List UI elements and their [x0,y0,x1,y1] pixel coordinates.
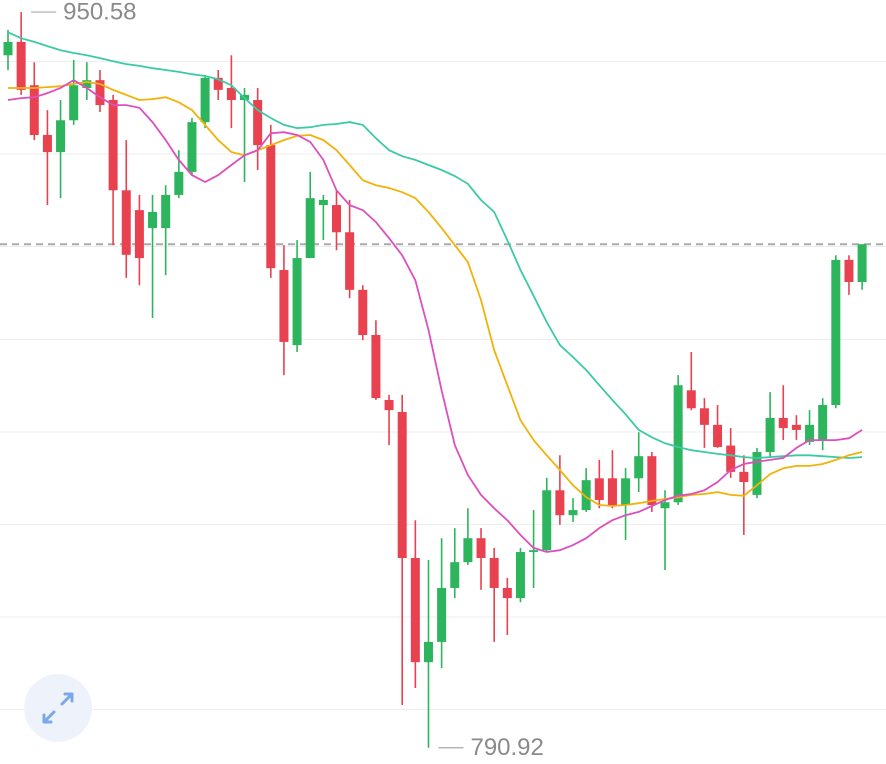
candle-body [647,456,657,506]
candle-body [476,538,486,559]
candle-body [397,411,407,559]
candle-body [634,456,644,479]
candle-body [594,478,604,500]
candle-body [318,199,328,206]
candle-body [29,85,39,136]
candle-body [621,478,631,506]
candle-body [778,417,788,429]
candle-body [699,408,709,425]
candle-body [581,480,591,511]
candle-body [226,88,236,100]
candle-body [660,502,670,509]
candle-body [765,417,775,453]
candle-body [463,538,473,563]
candle-body [844,259,854,283]
candle-body [371,334,381,399]
candle-body [568,510,578,516]
candle-body [305,198,315,259]
candle-body [16,41,26,90]
candle-body [200,77,210,123]
high-label: 950.58 [63,0,136,25]
candle-body [502,587,512,599]
candle-body [818,405,828,441]
candle-body [529,550,539,553]
candle-body [121,190,131,255]
candle-body [108,99,118,191]
candle-body [791,424,801,430]
candle-body [831,259,841,406]
candle-body [857,244,867,283]
candle-body [174,171,184,195]
moving-average-line [7,31,863,459]
candle-body [161,194,171,229]
candle-body [279,270,289,342]
candle-body [410,558,420,663]
candle-body [542,490,552,551]
candle-body [95,80,105,106]
candle-body [358,289,368,335]
candle-body [739,471,749,482]
expand-button[interactable] [24,674,92,742]
candle-body [292,258,302,346]
candle-body [148,211,158,229]
candle-body [134,210,144,259]
candle-body [686,390,696,409]
candle-body [42,135,52,153]
moving-average-line [7,79,863,553]
candle-body [266,145,276,269]
candle-body [437,587,447,642]
candle-body [489,558,499,588]
candle-body [187,122,197,172]
moving-average-line [8,81,863,507]
candle-body [450,562,460,588]
candle-body [3,41,13,56]
candle-body [332,205,341,233]
candle-body [607,478,617,506]
candle-body [805,424,815,442]
candle-body [213,77,223,90]
low-label: 790.92 [470,734,543,761]
candle-body [673,385,683,503]
candle-body [713,424,723,447]
candle-body [253,99,263,146]
candle-body [82,80,92,89]
candle-body [345,232,355,290]
expand-button-bg[interactable] [24,674,92,742]
candle-body [752,452,762,495]
candle-body [726,445,736,472]
candle-body [555,490,565,516]
candle-body [423,641,433,663]
candle-body [69,85,79,121]
expand-icon[interactable] [42,692,74,724]
candle-body [515,552,525,599]
candle-body [56,120,66,153]
candle-body [384,399,394,411]
